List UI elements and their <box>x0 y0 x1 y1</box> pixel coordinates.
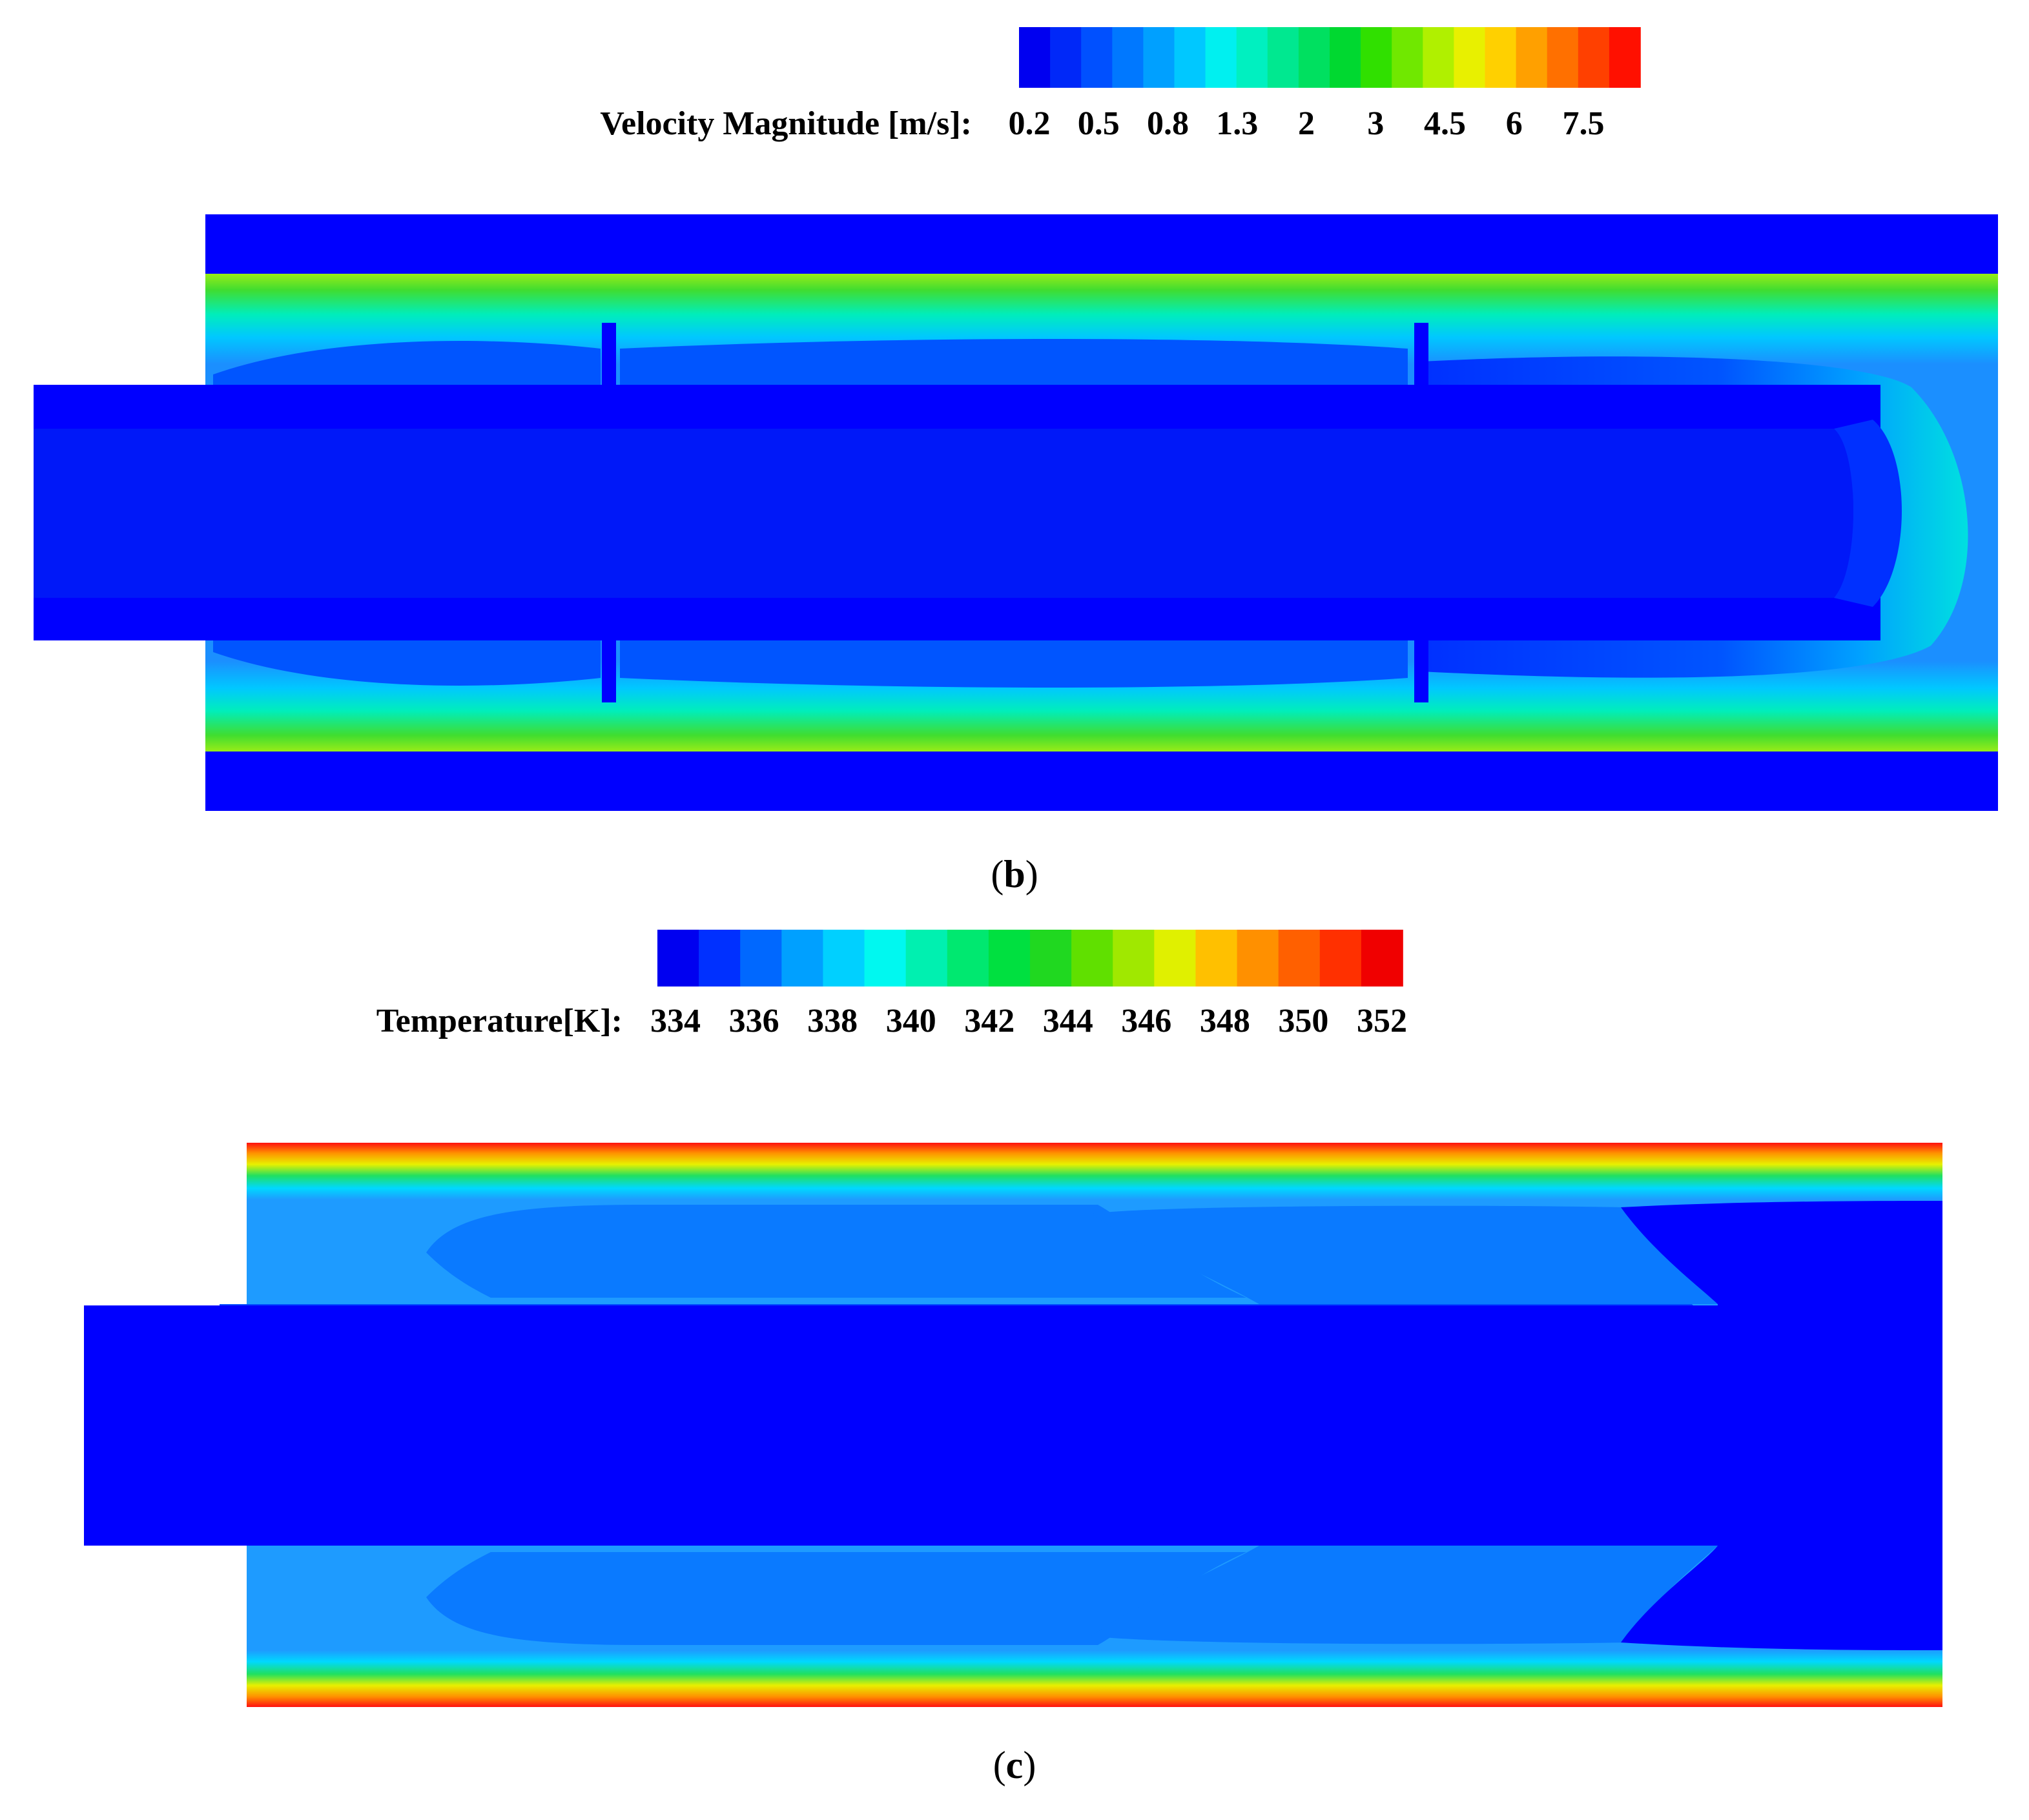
cold-exit-region <box>1621 1201 1942 1650</box>
colorbar-swatch <box>1278 930 1321 987</box>
colorbar-swatch <box>657 930 699 987</box>
colorbar-swatch <box>1071 930 1114 987</box>
colorbar-swatch <box>1609 27 1641 88</box>
colorbar-swatch <box>1205 27 1237 88</box>
recirc-top-1 <box>213 341 601 387</box>
colorbar-tick-label: 350 <box>1278 1003 1328 1039</box>
cool-plume-top-2 <box>1091 1205 1718 1304</box>
colorbar-tick-label: 2 <box>1298 105 1315 142</box>
colorbar-tick-label: 0.5 <box>1078 105 1120 142</box>
colorbar-swatch <box>1050 27 1082 88</box>
colorbar-swatch <box>1578 27 1610 88</box>
colorbar-swatch <box>740 930 783 987</box>
colorbar-tick-label: 334 <box>650 1003 701 1039</box>
colorbar-tick-label: 6 <box>1506 105 1523 142</box>
panel-c-caption: (c) <box>993 1744 1036 1786</box>
colorbar-tick-label: 3 <box>1367 105 1384 142</box>
colorbar-swatch <box>1154 930 1197 987</box>
colorbar-tick-label: 4.5 <box>1424 105 1466 142</box>
colorbar-tick-label: 346 <box>1121 1003 1171 1039</box>
velocity-contour-field <box>34 214 1998 811</box>
colorbar-swatch <box>1319 930 1362 987</box>
colorbar-tick-label: 338 <box>807 1003 858 1039</box>
inner-flow-exit <box>1834 420 1902 607</box>
colorbar-tick-label: 7.5 <box>1563 105 1605 142</box>
colorbar-swatch <box>1081 27 1113 88</box>
colorbar-swatch <box>1423 27 1455 88</box>
colorbar-swatch <box>1195 930 1238 987</box>
colorbar-swatch <box>781 930 824 987</box>
colorbar-tick-label: 344 <box>1043 1003 1093 1039</box>
colorbar-tick-label: 342 <box>964 1003 1015 1039</box>
hot-wall-layer-top <box>247 1143 1942 1200</box>
baffle-top-2 <box>1414 323 1428 385</box>
colorbar-swatch <box>1236 27 1268 88</box>
colorbar-swatch <box>1019 27 1051 88</box>
colorbar-tick-label: 0.2 <box>1009 105 1051 142</box>
colorbar-swatch <box>988 930 1031 987</box>
inner-flow-core <box>34 429 1853 598</box>
outer-wall-bottom <box>205 752 1998 811</box>
velocity-tick-labels: 0.2 0.5 0.8 1.3 2 3 4.5 6 7.5 <box>1009 105 1605 142</box>
colorbar-swatch <box>1174 27 1206 88</box>
colorbar-tick-label: 1.3 <box>1216 105 1258 142</box>
colorbar-swatch <box>1330 27 1361 88</box>
colorbar-swatch <box>905 930 948 987</box>
cool-plume-bottom-1 <box>426 1552 1246 1645</box>
colorbar-swatch <box>699 930 741 987</box>
colorbar-swatch <box>1485 27 1517 88</box>
colorbar-swatch <box>1113 930 1155 987</box>
panel-c-temperature: Temperature[K]: 334 336 338 340 342 344 346 348… <box>84 930 1942 1786</box>
recirc-bottom-1 <box>213 639 601 686</box>
recirc-top-2 <box>620 339 1408 387</box>
baffle-bottom-2 <box>1414 640 1428 702</box>
colorbar-swatch <box>1547 27 1579 88</box>
colorbar-tick-label: 336 <box>729 1003 779 1039</box>
colorbar-tick-label: 340 <box>886 1003 936 1039</box>
baffle-bottom-1 <box>602 640 616 702</box>
colorbar-swatch <box>1516 27 1548 88</box>
colorbar-swatch <box>1143 27 1175 88</box>
baffle-top-1 <box>602 323 616 385</box>
colorbar-swatch <box>864 930 907 987</box>
colorbar-tick-label: 352 <box>1357 1003 1407 1039</box>
velocity-legend-label: Velocity Magnitude [m/s]: <box>600 105 972 142</box>
colorbar-swatch <box>1361 27 1392 88</box>
cool-plume-bottom-2 <box>1091 1546 1718 1644</box>
panel-b-velocity: Velocity Magnitude [m/s]: 0.2 0.5 0.8 1.3 2 3… <box>34 27 1998 895</box>
colorbar-swatch <box>1298 27 1330 88</box>
colorbar-tick-label: 0.8 <box>1147 105 1189 142</box>
inner-flow-core <box>84 1330 1724 1521</box>
recirc-bottom-2 <box>620 639 1408 688</box>
temperature-tick-labels: 334 336 338 340 342 344 346 348 350 352 <box>650 1003 1407 1039</box>
colorbar-swatch <box>947 930 989 987</box>
velocity-colorbar <box>1019 27 1641 88</box>
cool-plume-top-1 <box>426 1205 1246 1298</box>
colorbar-swatch <box>1392 27 1424 88</box>
outer-wall-top <box>205 214 1998 274</box>
colorbar-swatch <box>1454 27 1486 88</box>
colorbar-swatch <box>1361 930 1403 987</box>
hot-wall-layer-bottom <box>247 1650 1942 1707</box>
colorbar-swatch <box>1237 930 1279 987</box>
temperature-legend-label: Temperature[K]: <box>376 1003 623 1039</box>
colorbar-tick-label: 348 <box>1200 1003 1250 1039</box>
colorbar-swatch <box>823 930 865 987</box>
temperature-contour-field <box>84 1143 1942 1707</box>
colorbar-swatch <box>1030 930 1072 987</box>
colorbar-swatch <box>1112 27 1144 88</box>
colorbar-swatch <box>1267 27 1299 88</box>
panel-b-caption: (b) <box>991 853 1038 895</box>
temperature-colorbar <box>657 930 1403 987</box>
